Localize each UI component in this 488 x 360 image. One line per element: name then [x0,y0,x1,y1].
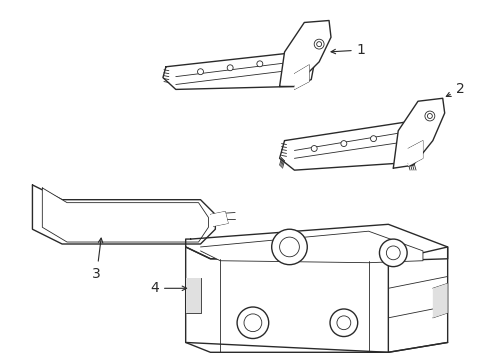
Polygon shape [407,141,422,166]
Text: 3: 3 [92,238,102,281]
Circle shape [271,229,306,265]
Circle shape [256,61,262,67]
Text: 2: 2 [446,82,464,96]
Polygon shape [42,188,208,242]
Polygon shape [279,21,330,86]
Circle shape [329,309,357,337]
Circle shape [244,314,261,332]
Circle shape [424,111,434,121]
Circle shape [316,42,321,46]
Polygon shape [32,185,215,244]
Polygon shape [163,52,314,89]
Circle shape [379,239,407,267]
Polygon shape [185,224,447,261]
Circle shape [197,69,203,75]
Polygon shape [210,212,228,226]
Circle shape [386,246,399,260]
Polygon shape [279,121,427,170]
Text: 4: 4 [150,281,186,295]
Circle shape [314,39,324,49]
Polygon shape [392,98,444,168]
Circle shape [227,65,233,71]
Polygon shape [200,231,422,263]
Circle shape [279,237,299,257]
Polygon shape [432,283,447,318]
Polygon shape [294,65,308,89]
Circle shape [336,316,350,330]
Text: 1: 1 [330,43,365,57]
Circle shape [340,141,346,147]
Polygon shape [387,247,447,352]
Circle shape [427,113,431,118]
Circle shape [310,145,317,152]
Circle shape [370,136,376,141]
Polygon shape [185,278,200,313]
Polygon shape [185,247,387,352]
Circle shape [237,307,268,338]
